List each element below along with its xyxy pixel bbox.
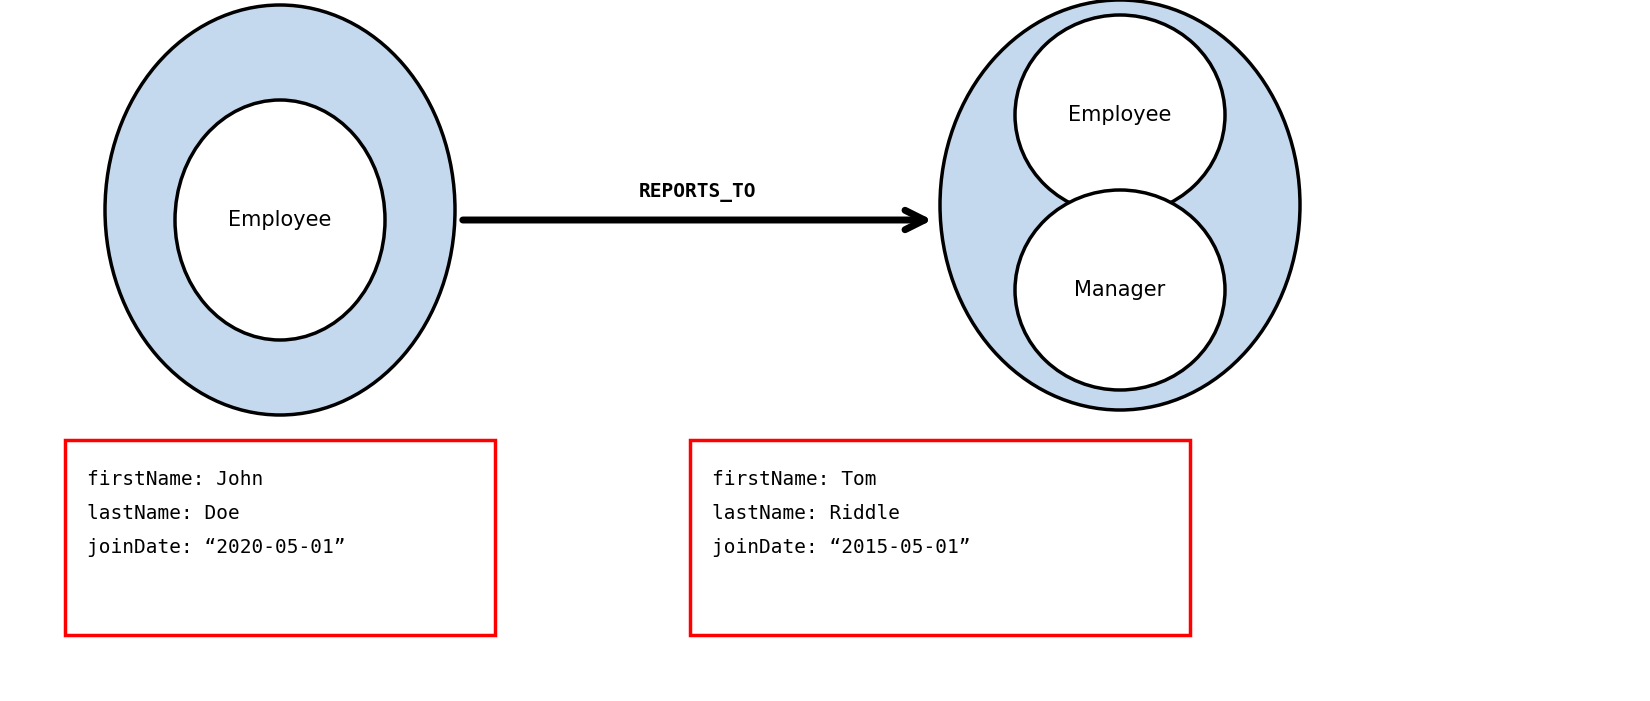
- Ellipse shape: [175, 100, 384, 340]
- Text: firstName: Tom
lastName: Riddle
joinDate: “2015-05-01”: firstName: Tom lastName: Riddle joinDate…: [713, 470, 970, 557]
- Ellipse shape: [1015, 190, 1224, 390]
- Text: Manager: Manager: [1074, 280, 1165, 300]
- Text: firstName: John
lastName: Doe
joinDate: “2020-05-01”: firstName: John lastName: Doe joinDate: …: [87, 470, 345, 557]
- Ellipse shape: [106, 5, 455, 415]
- Text: Employee: Employee: [228, 210, 332, 230]
- Text: REPORTS_TO: REPORTS_TO: [639, 183, 756, 202]
- Ellipse shape: [940, 0, 1300, 410]
- Text: Employee: Employee: [1068, 105, 1171, 125]
- Ellipse shape: [1015, 15, 1224, 215]
- FancyBboxPatch shape: [690, 440, 1190, 635]
- FancyBboxPatch shape: [64, 440, 495, 635]
